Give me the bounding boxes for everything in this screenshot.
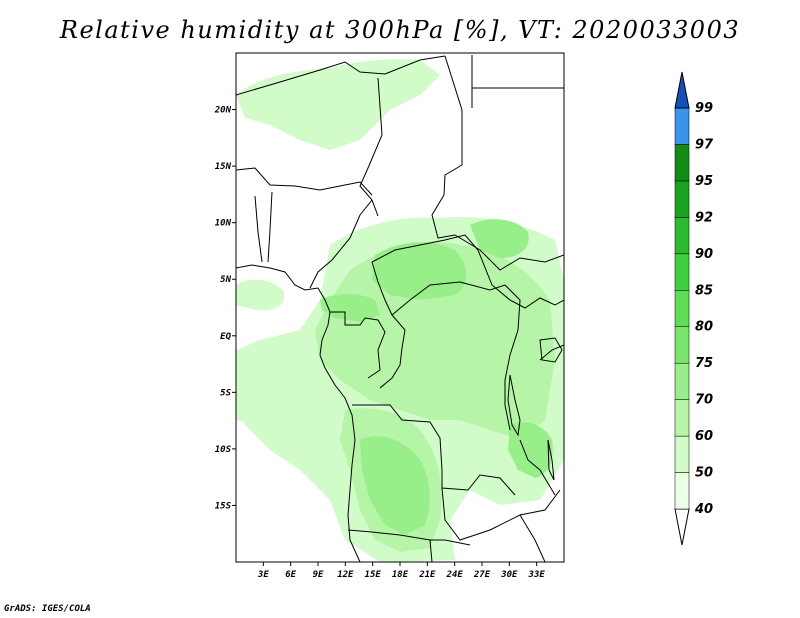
border-nigeria-cameroon	[309, 199, 373, 289]
chart-title: Relative humidity at 300hPa [%], VT: 202…	[59, 16, 741, 44]
x-tick-label: 33E	[528, 570, 546, 580]
border-angola-namibia	[347, 529, 471, 546]
colorbar-box	[674, 144, 690, 182]
border-nigeria-niger	[236, 167, 373, 196]
lake-victoria	[539, 337, 563, 363]
coastline-west-africa	[236, 264, 361, 562]
colorbar-label: 92	[695, 210, 713, 225]
colorbar-label: 60	[695, 429, 713, 444]
colorbar-box	[674, 362, 690, 400]
y-tick-label: EQ	[220, 332, 231, 342]
humidity-region-sahel-north	[236, 59, 440, 150]
y-tick-label: 5N	[220, 275, 231, 285]
x-tick-label: 27E	[473, 570, 491, 580]
border-sudan-ssudan	[454, 234, 564, 271]
x-tick-label: 12E	[337, 570, 354, 580]
y-tick-label: 10S	[215, 445, 232, 455]
colorbar-box	[674, 107, 690, 145]
border-chad-sudan	[431, 55, 463, 239]
colorbar-label: 75	[695, 356, 713, 371]
border-drc-angola	[352, 404, 516, 496]
humidity-region-gabon	[320, 294, 380, 322]
y-axis: 20N 15N 10N 5N EQ 5S 10S 15S	[214, 106, 236, 511]
x-tick-label: 3E	[257, 570, 269, 580]
x-tick-label: 21E	[418, 570, 436, 580]
colorbar-box	[674, 290, 690, 327]
border-south	[429, 539, 433, 562]
colorbar-label: 99	[695, 101, 713, 116]
y-tick-label: 15S	[215, 501, 232, 511]
border-drc-east	[504, 284, 521, 431]
border-benin-nigeria	[267, 191, 273, 263]
country-boundaries	[236, 55, 564, 562]
humidity-region-nw-coast	[236, 279, 285, 311]
border-libya-chad	[359, 77, 383, 217]
humidity-region-west-blob	[236, 388, 283, 424]
y-tick-label: 20N	[214, 106, 232, 116]
colorbar-lower-arrow	[674, 508, 690, 546]
colorbar-label: 97	[695, 137, 714, 152]
colorbar: 40 50 60 70 75 80 85 90 92 95 97 99	[674, 71, 714, 546]
colorbar-label: 80	[695, 320, 713, 335]
colorbar-box	[674, 217, 690, 255]
colorbar-box	[674, 472, 690, 510]
x-tick-label: 15E	[365, 570, 382, 580]
lake-malawi	[547, 439, 555, 481]
border-zambia-malawi	[519, 439, 556, 496]
colorbar-box	[674, 435, 690, 473]
border-congo-gabon	[330, 311, 386, 379]
x-tick-label: 30E	[500, 570, 518, 580]
x-tick-label: 9E	[313, 570, 324, 580]
colorbar-box	[674, 399, 690, 437]
border-togo-benin	[254, 195, 263, 263]
colorbar-label: 40	[694, 502, 713, 517]
y-tick-label: 10N	[215, 219, 232, 229]
colorbar-box	[674, 253, 690, 291]
humidity-shading	[236, 59, 564, 562]
x-tick-label: 6E	[285, 570, 296, 580]
colorbar-label: 90	[695, 247, 713, 262]
humidity-region-cameroon	[372, 242, 467, 300]
border-algeria-niger	[236, 61, 386, 96]
border-congo-drc	[379, 314, 406, 389]
humidity-region-east-1	[470, 219, 529, 258]
border-ssudan-drc	[477, 249, 564, 309]
colorbar-box	[674, 326, 690, 364]
humidity-region-central-mid	[315, 241, 555, 440]
border-car-drc	[391, 281, 506, 316]
colorbar-label: 95	[695, 174, 713, 189]
border-se	[519, 514, 546, 562]
humidity-region-angola-core	[360, 436, 430, 535]
border-chad-car	[371, 234, 479, 263]
grads-credit: GrADS: IGES/COLA	[4, 604, 91, 614]
border-cameroon-car	[371, 261, 393, 316]
colorbar-label: 70	[695, 393, 713, 408]
border-zambia	[441, 487, 561, 541]
y-tick-label: 5S	[220, 388, 231, 398]
lake-tanganyika	[507, 374, 521, 437]
colorbar-label: 50	[695, 466, 713, 481]
x-tick-label: 24E	[446, 570, 464, 580]
y-tick-label: 15N	[215, 162, 232, 172]
border-niger-libya	[384, 55, 446, 75]
colorbar-upper-arrow	[674, 71, 690, 109]
colorbar-label: 85	[695, 283, 713, 298]
x-tick-label: 18E	[392, 570, 409, 580]
humidity-region-east-2	[508, 422, 553, 478]
x-axis: 3E 6E 9E 12E 15E 18E 21E 24E 27E 30E 33E	[257, 562, 545, 580]
colorbar-box	[674, 180, 690, 218]
